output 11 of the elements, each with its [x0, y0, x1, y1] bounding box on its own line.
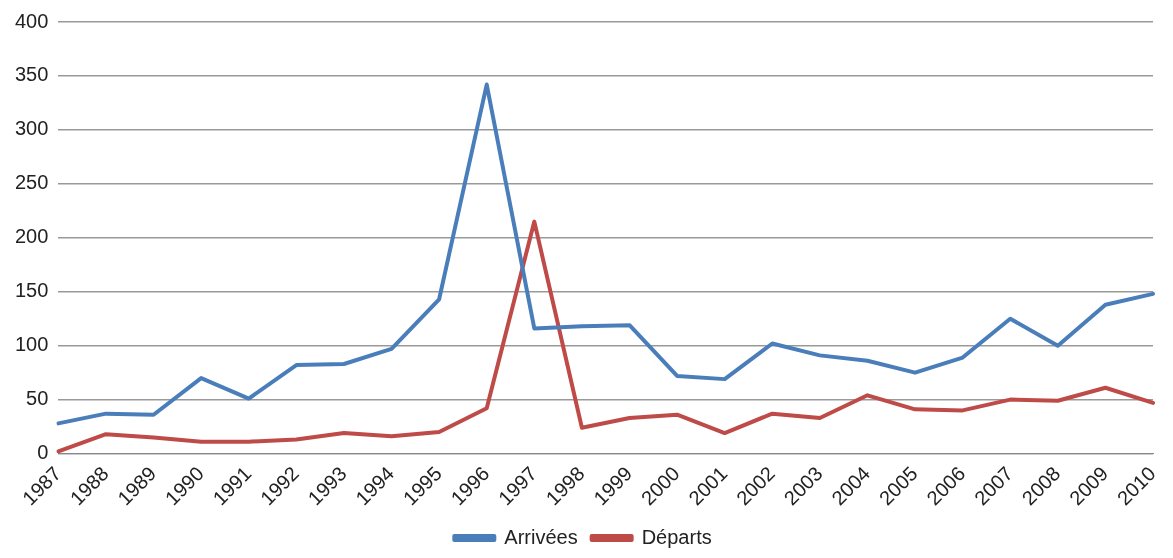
y-tick-label: 150	[14, 279, 49, 302]
y-tick-label: 250	[14, 171, 49, 194]
legend-label: Arrivées	[504, 525, 578, 548]
y-tick-label: 200	[14, 225, 49, 248]
y-tick-label: 300	[14, 117, 49, 140]
y-tick-label: 400	[14, 9, 49, 32]
y-tick-label: 50	[26, 387, 49, 410]
y-tick-label: 100	[14, 333, 49, 356]
legend-label: Départs	[641, 525, 712, 548]
y-tick-label: 0	[37, 441, 49, 464]
y-tick-label: 350	[14, 63, 49, 86]
